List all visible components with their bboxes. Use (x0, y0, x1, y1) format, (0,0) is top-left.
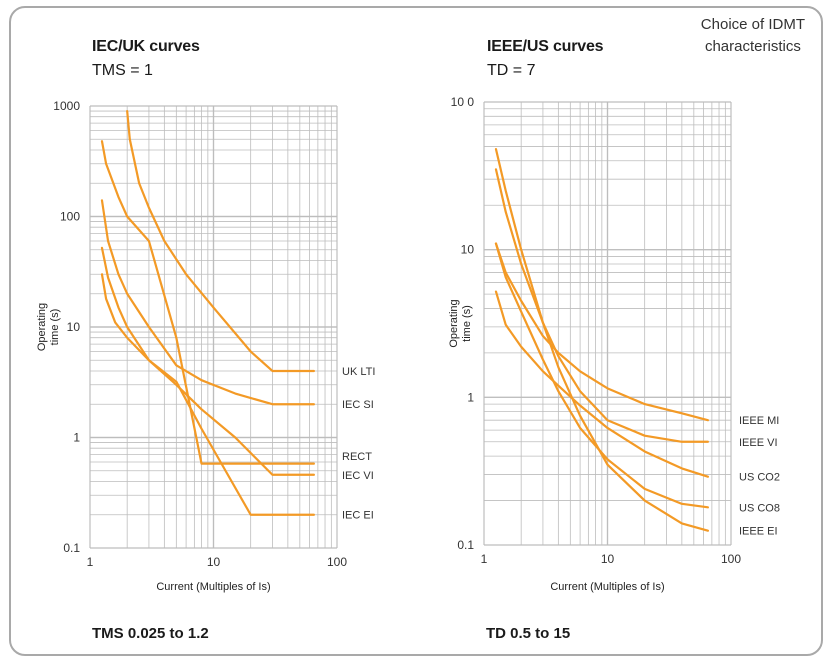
series-line-iec-ei (100, 273, 315, 516)
y-tick-label: 10 0 (451, 95, 475, 109)
y-axis-label: Operatingtime (s) (36, 303, 61, 351)
left-chart-subtitle: TMS = 1 (92, 62, 153, 79)
y-tick-label: 100 (60, 210, 80, 224)
y-axis-label: Operatingtime (s) (448, 299, 473, 347)
series-label: IEC VI (342, 470, 374, 482)
characteristics-tag: Choice of IDMT characteristics (701, 14, 805, 58)
series-label: US CO2 (739, 472, 780, 484)
right-chart-subtitle: TD = 7 (487, 62, 536, 79)
series-line-us-co8 (494, 242, 709, 509)
y-tick-label: 0.1 (63, 541, 80, 555)
left-chart-title: IEC/UK curves (92, 38, 200, 55)
tag-line-1: Choice of IDMT (700, 16, 805, 33)
x-tick-label: 100 (721, 552, 741, 566)
chart-0: 1 10 100 0.1 1 10 100 1000 Current (Multiples of… (36, 99, 375, 593)
series-line-ieee-mi (494, 242, 709, 422)
y-tick-label: 1 (73, 431, 80, 445)
right-footer: TD 0.5 to 15 (486, 625, 571, 642)
y-tick-label: 0.1 (457, 538, 474, 552)
series-label: IEEE VI (739, 437, 778, 449)
series-line-iec-si (100, 199, 315, 406)
y-tick-label: 1 (467, 390, 474, 404)
y-tick-label: 10 (67, 320, 81, 334)
y-tick-label: 10 (461, 243, 475, 257)
x-tick-label: 1 (481, 552, 488, 566)
grid-0 (89, 105, 338, 549)
x-tick-label: 1 (87, 555, 94, 569)
chart-1: 1 10 100 0.1 1 10 10 0 Current (Multiples of Is… (448, 95, 780, 593)
series-line-ieee-vi (494, 168, 709, 443)
x-tick-label: 10 (207, 555, 221, 569)
right-chart-title: IEEE/US curves (487, 38, 604, 55)
series-label: IEEE MI (739, 415, 779, 427)
left-footer: TMS 0.025 to 1.2 (92, 625, 209, 642)
series-label: RECT (342, 451, 372, 463)
y-tick-label: 1000 (53, 99, 80, 113)
figure-frame: Choice of IDMT characteristics (9, 6, 823, 656)
series-label: US CO8 (739, 502, 780, 514)
x-axis-label: Current (Multiples of Is) (550, 581, 664, 593)
series-label: UK LTI (342, 366, 375, 378)
series-line-rect (100, 140, 315, 465)
series-line-ieee-ei (494, 147, 709, 532)
series-line-us-co2 (494, 290, 709, 478)
series-line-uk-lti (126, 109, 315, 373)
tag-line-2: characteristics (704, 38, 801, 55)
series-line-iec-vi (100, 246, 315, 476)
series-label: IEC EI (342, 510, 374, 522)
x-tick-label: 10 (601, 552, 615, 566)
series-label: IEEE EI (739, 526, 778, 538)
series-label: IEC SI (342, 399, 374, 411)
x-axis-label: Current (Multiples of Is) (156, 581, 270, 593)
grid-1 (483, 101, 732, 546)
x-tick-label: 100 (327, 555, 347, 569)
